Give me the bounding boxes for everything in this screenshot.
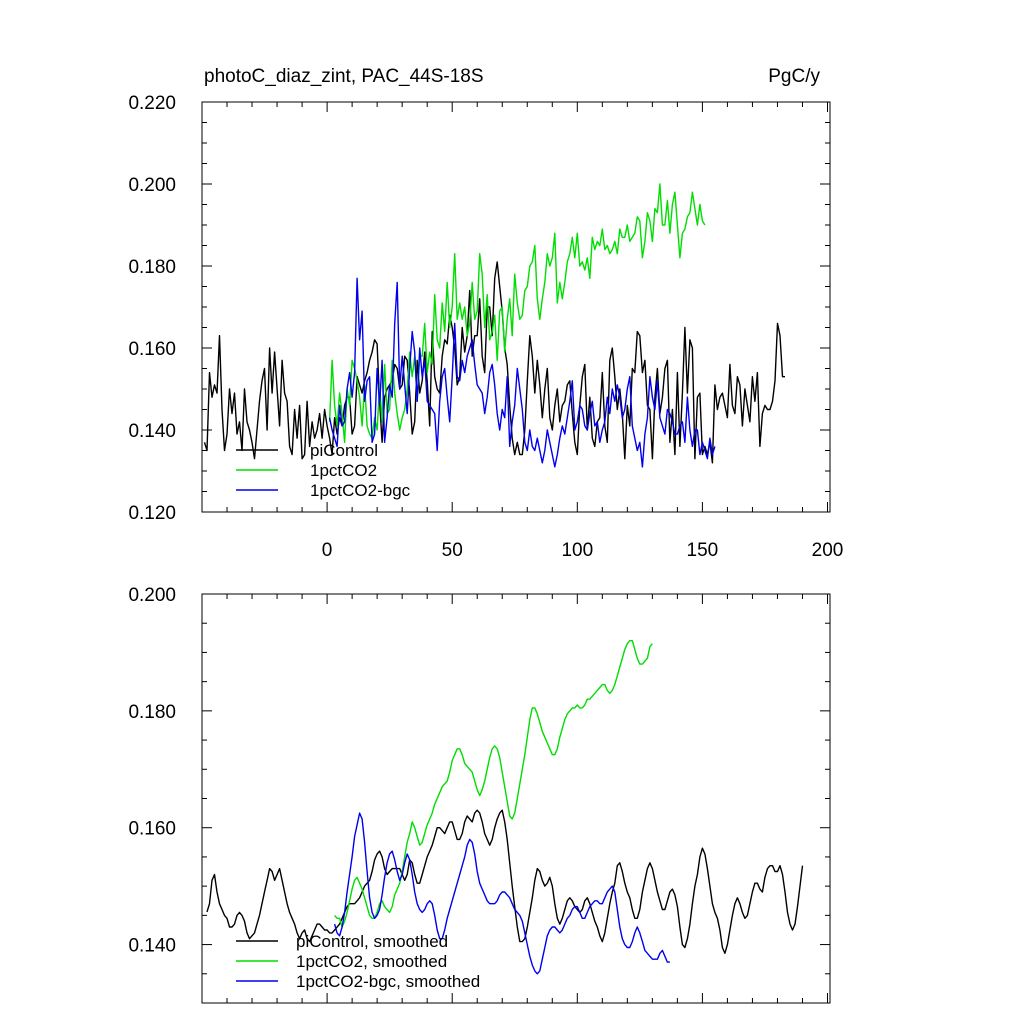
- y-tick-label: 0.160: [128, 339, 176, 360]
- bottom-series-lines: [206, 640, 804, 975]
- x-tick-label: 50: [442, 540, 463, 561]
- top-legend: piControl 1pctCO2 1pctCO2-bgc: [236, 441, 411, 500]
- bottom-ticks: 0.140 0.160 0.180 0.200: [128, 585, 830, 1004]
- y-tick-label: 0.180: [128, 257, 176, 278]
- top-ticks: 0 50 100 150 200 0.120 0.140 0.160 0.180 0.200 0.2…: [128, 93, 843, 561]
- x-tick-label: 200: [812, 540, 844, 561]
- top-title: photoC_diaz_zint, PAC_44S-18S: [204, 66, 484, 87]
- y-tick-label: 0.220: [128, 93, 176, 114]
- series-line-1pctco2-bgc-smoothed: [333, 812, 670, 975]
- series-line-picontrol: [203, 261, 785, 464]
- bottom-legend: piControl, smoothed 1pctCO2, smoothed 1p…: [236, 932, 480, 991]
- bottom-panel: 0.140 0.160 0.180 0.200 piControl, smoothed…: [128, 585, 831, 1004]
- legend-label-1pctco2: 1pctCO2: [310, 461, 377, 480]
- y-tick-label: 0.140: [128, 421, 176, 442]
- legend-label-picontrol: piControl: [310, 441, 378, 460]
- legend-label-1pctco2-smoothed: 1pctCO2, smoothed: [296, 952, 447, 971]
- y-tick-label: 0.120: [128, 503, 176, 524]
- top-series-lines: [203, 183, 785, 468]
- series-line-picontrol-smoothed: [206, 809, 804, 954]
- legend-label-1pctco2-bgc-smoothed: 1pctCO2-bgc, smoothed: [296, 972, 480, 991]
- y-tick-label: 0.200: [128, 175, 176, 196]
- series-line-1pctco2-bgc: [328, 277, 716, 468]
- series-line-1pctco2-smoothed: [334, 640, 653, 928]
- x-tick-label: 0: [322, 540, 333, 561]
- y-tick-label: 0.180: [128, 702, 176, 723]
- top-units: PgC/y: [768, 66, 820, 87]
- y-tick-label: 0.140: [128, 936, 176, 957]
- bottom-plot-frame: [201, 593, 831, 1004]
- legend-label-1pctco2-bgc: 1pctCO2-bgc: [310, 481, 411, 500]
- top-plot-frame: [201, 101, 831, 513]
- x-tick-label: 150: [687, 540, 719, 561]
- y-tick-label: 0.200: [128, 585, 176, 606]
- legend-label-picontrol-smoothed: piControl, smoothed: [296, 932, 448, 951]
- top-panel: photoC_diaz_zint, PAC_44S-18S PgC/y 0 50 1…: [128, 66, 843, 561]
- y-tick-label: 0.160: [128, 819, 176, 840]
- x-tick-label: 100: [561, 540, 593, 561]
- series-line-1pctco2: [328, 183, 706, 443]
